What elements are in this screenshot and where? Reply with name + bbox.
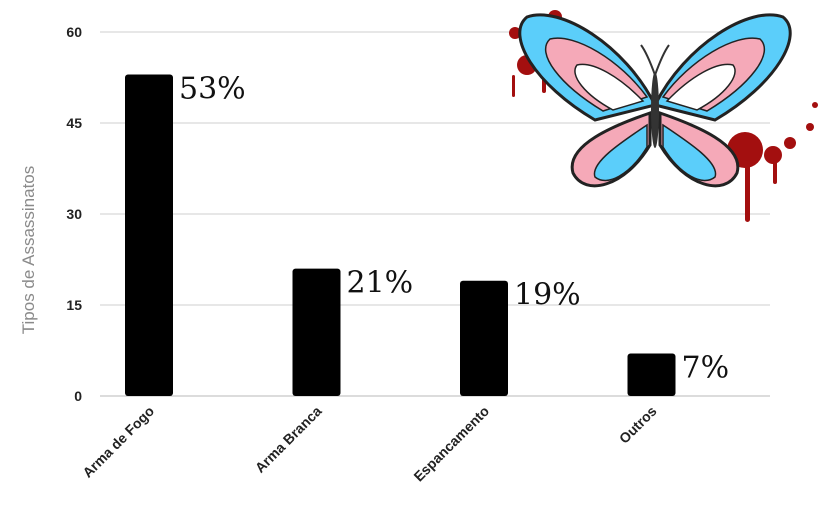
bars (125, 74, 676, 396)
y-axis-ticks: 0 15 30 45 60 (66, 24, 82, 404)
data-label: 7% (682, 351, 730, 386)
butterfly-trans-flag-icon (509, 10, 818, 222)
bar (627, 353, 676, 396)
y-tick-label: 0 (74, 388, 82, 404)
y-tick-label: 60 (66, 24, 82, 40)
data-label: 53% (179, 71, 246, 106)
x-tick-label: Espancamento (410, 403, 492, 485)
x-tick-label: Arma de Fogo (79, 403, 157, 481)
data-label: 19% (514, 278, 581, 313)
data-labels: 53% 21% 19% 7% (179, 71, 729, 385)
y-tick-label: 30 (66, 206, 82, 222)
data-label: 21% (347, 266, 414, 301)
bar (292, 268, 341, 396)
x-tick-label: Arma Branca (252, 403, 325, 476)
bar (460, 280, 508, 396)
y-tick-label: 45 (66, 115, 82, 131)
x-axis-ticks: Arma de Fogo Arma Branca Espancamento Outro… (79, 403, 660, 485)
y-tick-label: 15 (66, 297, 82, 313)
x-tick-label: Outros (616, 403, 660, 447)
bar (125, 74, 173, 396)
y-axis-label: Tipos de Assassinatos (19, 166, 38, 335)
